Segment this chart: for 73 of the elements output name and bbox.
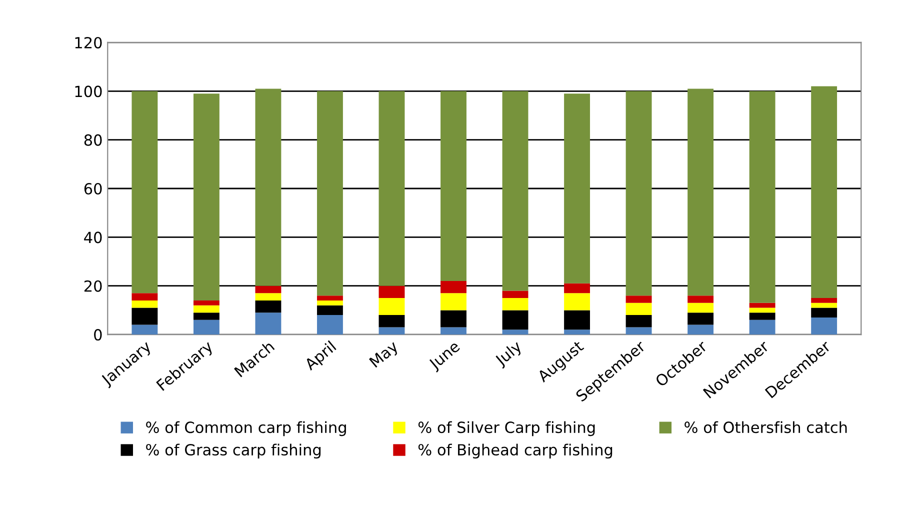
bar <box>749 308 776 313</box>
bar <box>440 327 466 335</box>
bar <box>564 283 590 294</box>
bar <box>688 324 714 335</box>
bar <box>811 298 838 303</box>
y-tick-label: 120 <box>75 36 102 48</box>
legend-label: % of Grass carp fishing <box>146 444 321 459</box>
bar <box>502 290 528 298</box>
bar <box>564 330 590 335</box>
bar <box>378 286 405 298</box>
bar <box>193 312 220 320</box>
y-tick-label: 100 <box>75 86 102 98</box>
legend-label: % of Silver Carp fishing <box>418 421 595 436</box>
bar <box>811 308 838 318</box>
bar <box>502 330 528 335</box>
bar <box>440 310 466 328</box>
bar <box>440 293 466 310</box>
bar <box>378 91 405 286</box>
x-tick-label: May <box>368 340 401 370</box>
bar <box>749 320 776 335</box>
bar <box>440 91 466 281</box>
bar <box>193 305 220 313</box>
bar <box>317 305 343 316</box>
bar <box>378 327 405 335</box>
bar <box>626 302 652 316</box>
bar <box>378 298 405 316</box>
bar <box>255 293 282 300</box>
bar <box>564 94 590 284</box>
bar <box>749 302 776 308</box>
bar <box>502 91 528 291</box>
bar <box>626 327 652 335</box>
bar <box>132 300 158 308</box>
bar <box>193 300 220 306</box>
bar <box>193 320 220 335</box>
bar <box>317 296 343 300</box>
bar <box>688 312 714 325</box>
bar <box>255 286 282 294</box>
bar <box>378 315 405 328</box>
bar <box>688 88 714 296</box>
bar <box>626 315 652 328</box>
bar <box>502 310 528 330</box>
bar <box>811 302 838 308</box>
bar <box>255 88 282 286</box>
legend-label: % of Common carp fishing <box>146 421 346 436</box>
bar <box>749 91 776 303</box>
bar <box>564 293 590 310</box>
bar <box>317 315 343 335</box>
legend-label: % of Othersfish catch <box>684 421 847 434</box>
bar <box>132 91 158 294</box>
bar <box>193 94 220 300</box>
bar <box>811 86 838 298</box>
bar <box>317 91 343 296</box>
y-tick-label: 60 <box>84 182 102 195</box>
y-tick-label: 20 <box>84 280 102 292</box>
bar <box>749 312 776 320</box>
y-tick-label: 80 <box>84 134 102 146</box>
y-tick-label: 0 <box>94 328 102 341</box>
bar <box>132 324 158 335</box>
bar <box>317 300 343 306</box>
bar <box>132 308 158 325</box>
legend-label: % of Bighead carp fishing <box>418 444 612 459</box>
bar <box>626 296 652 303</box>
bar <box>255 312 282 335</box>
bar <box>132 293 158 300</box>
bar <box>255 300 282 313</box>
bar <box>440 280 466 294</box>
bar <box>502 298 528 310</box>
y-tick-label: 40 <box>84 232 102 244</box>
bar <box>688 296 714 303</box>
bar <box>811 317 838 335</box>
bar <box>688 302 714 313</box>
bar <box>564 310 590 330</box>
bar <box>626 91 652 296</box>
